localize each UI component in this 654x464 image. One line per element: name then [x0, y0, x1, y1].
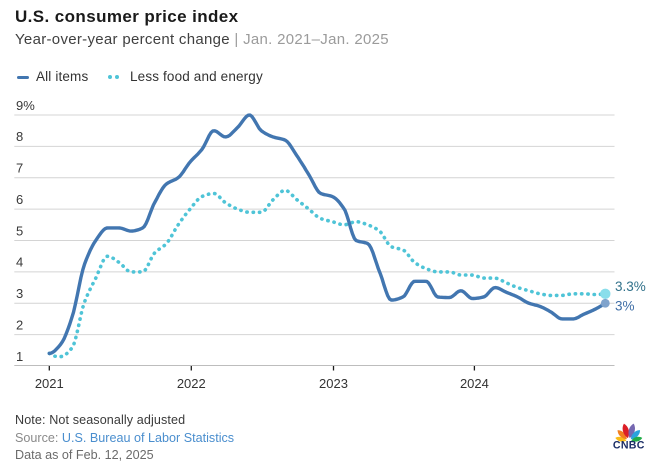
svg-text:2022: 2022: [177, 376, 206, 391]
svg-text:3%: 3%: [615, 299, 635, 314]
svg-text:1: 1: [16, 349, 23, 364]
svg-text:2023: 2023: [319, 376, 348, 391]
svg-text:CNBC: CNBC: [613, 440, 645, 452]
svg-text:4: 4: [16, 255, 23, 270]
svg-text:2: 2: [16, 317, 23, 332]
svg-text:2021: 2021: [35, 376, 64, 391]
svg-text:5: 5: [16, 223, 23, 238]
svg-text:3.3%: 3.3%: [615, 279, 646, 294]
svg-text:2024: 2024: [460, 376, 489, 391]
svg-text:6: 6: [16, 192, 23, 207]
svg-text:9%: 9%: [16, 98, 35, 113]
svg-text:8: 8: [16, 129, 23, 144]
svg-text:7: 7: [16, 161, 23, 176]
svg-text:3: 3: [16, 286, 23, 301]
